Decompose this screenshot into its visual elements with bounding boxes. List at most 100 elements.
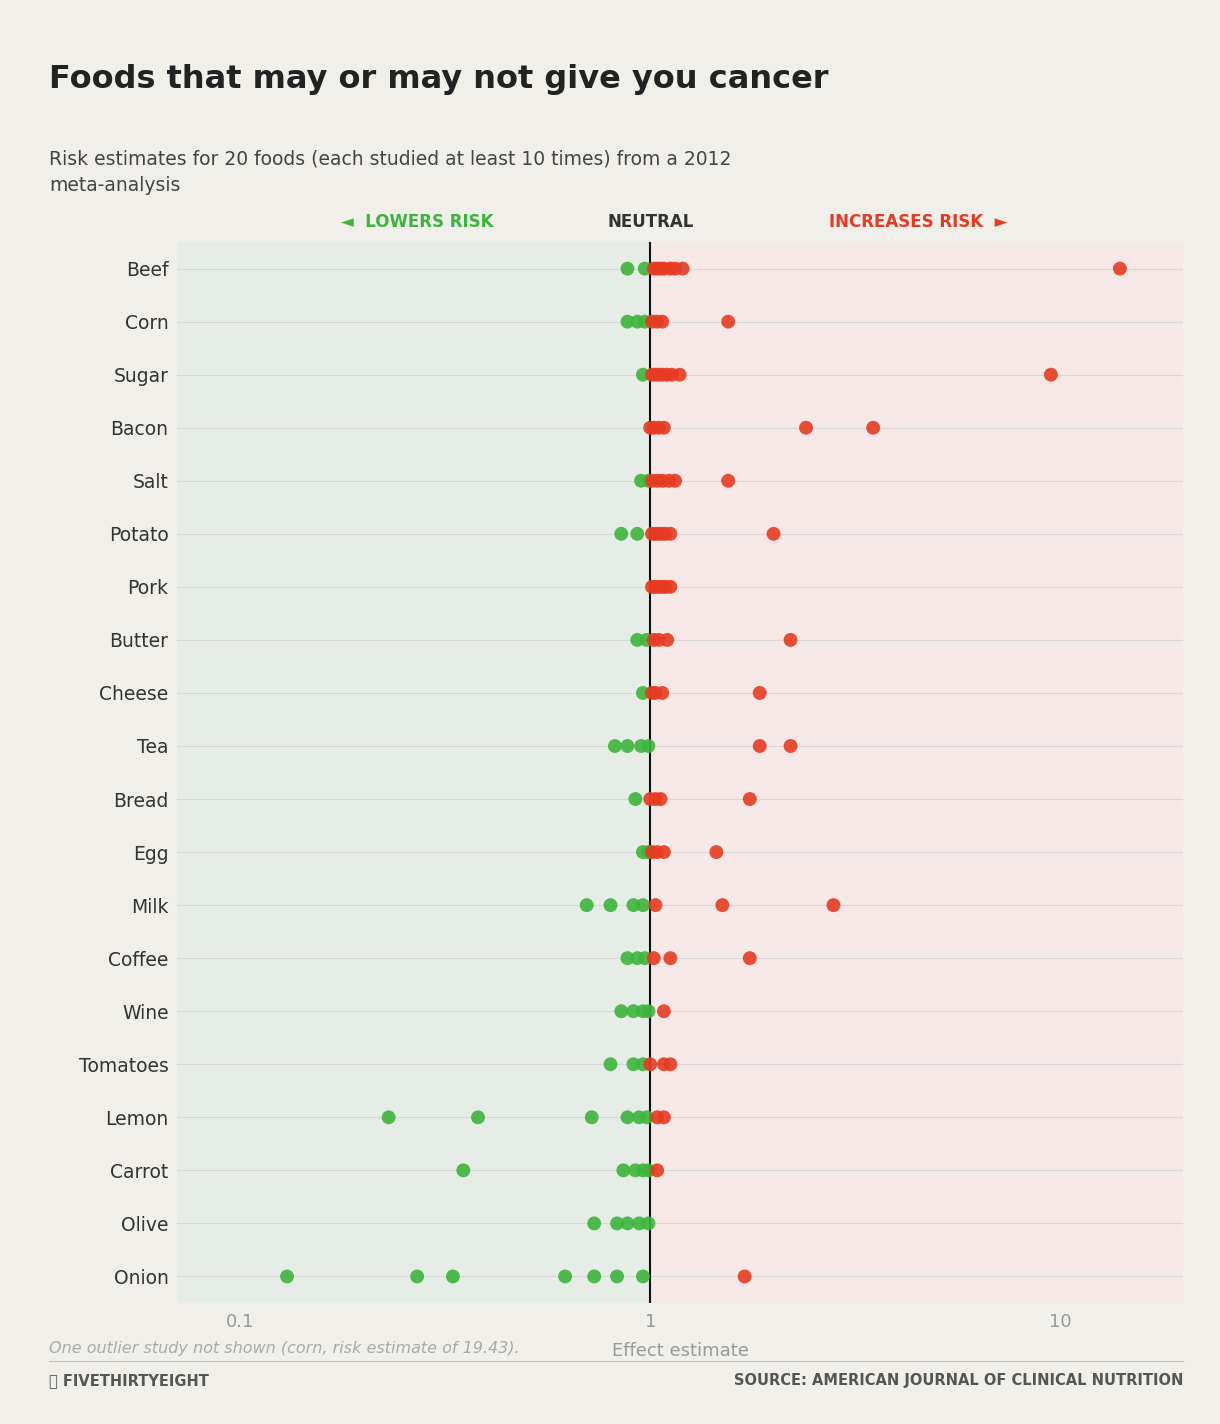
Point (626, 787, 645, 810)
Point (645, 575, 665, 598)
Point (636, 947, 655, 970)
Point (645, 363, 665, 386)
Point (658, 363, 677, 386)
Point (750, 682, 770, 705)
Point (611, 1000, 631, 1022)
Point (637, 1106, 656, 1129)
Point (654, 416, 673, 439)
Point (636, 258, 655, 281)
Point (633, 1052, 653, 1075)
Point (630, 1106, 649, 1129)
Point (741, 947, 760, 970)
Point (608, 1212, 627, 1235)
Point (584, 1212, 604, 1235)
Point (648, 840, 667, 863)
Point (648, 1159, 667, 1182)
Point (577, 894, 597, 917)
Point (633, 1000, 653, 1022)
Point (600, 894, 620, 917)
Point (797, 416, 816, 439)
Point (649, 416, 669, 439)
Point (617, 1106, 637, 1129)
Point (648, 310, 667, 333)
Point (654, 1052, 673, 1075)
Point (631, 470, 650, 493)
Point (649, 363, 669, 386)
Text: Foods that may or may not give you cancer: Foods that may or may not give you cance… (49, 64, 828, 95)
Point (670, 363, 689, 386)
Point (656, 523, 676, 545)
Point (706, 840, 726, 863)
Point (617, 310, 637, 333)
Point (654, 1000, 673, 1022)
Point (582, 1106, 601, 1129)
Text: NEUTRAL: NEUTRAL (608, 212, 693, 231)
Point (650, 258, 670, 281)
Point (636, 310, 655, 333)
Point (648, 258, 667, 281)
Point (673, 258, 693, 281)
Point (600, 1052, 620, 1075)
Point (764, 523, 783, 545)
Point (468, 1106, 488, 1129)
Point (638, 470, 658, 493)
Point (626, 1159, 645, 1182)
Point (623, 1000, 643, 1022)
Point (617, 735, 637, 758)
Point (1041, 363, 1060, 386)
Point (637, 628, 656, 651)
Text: One outlier study not shown (corn, risk estimate of 19.43).: One outlier study not shown (corn, risk … (49, 1341, 520, 1357)
Text: Ⓞ FIVETHIRTYEIGHT: Ⓞ FIVETHIRTYEIGHT (49, 1373, 209, 1388)
Point (781, 628, 800, 651)
Point (648, 1106, 667, 1129)
Point (1110, 258, 1130, 281)
Text: SOURCE: AMERICAN JOURNAL OF CLINICAL NUTRITION: SOURCE: AMERICAN JOURNAL OF CLINICAL NUT… (734, 1373, 1183, 1388)
Point (407, 1265, 427, 1287)
Point (660, 523, 680, 545)
Point (741, 787, 760, 810)
Point (623, 894, 643, 917)
Point (654, 1106, 673, 1129)
Point (627, 523, 647, 545)
Point (650, 787, 670, 810)
Point (660, 575, 680, 598)
Point (658, 628, 677, 651)
Point (653, 682, 672, 705)
Point (645, 787, 665, 810)
Point (660, 258, 680, 281)
Point (653, 523, 672, 545)
Point (653, 575, 672, 598)
Point (648, 470, 667, 493)
Point (638, 1000, 658, 1022)
Point (653, 470, 672, 493)
Point (644, 416, 664, 439)
Point (642, 523, 661, 545)
Point (633, 682, 653, 705)
Point (642, 470, 661, 493)
Point (627, 947, 647, 970)
Point (645, 682, 665, 705)
Point (781, 735, 800, 758)
Text: ◄  LOWERS RISK: ◄ LOWERS RISK (340, 212, 493, 231)
Bar (650, 242, 1183, 1303)
Text: INCREASES RISK  ►: INCREASES RISK ► (828, 212, 1006, 231)
Point (642, 363, 661, 386)
Point (660, 1052, 680, 1075)
Point (824, 894, 843, 917)
Point (644, 628, 664, 651)
Point (644, 258, 664, 281)
Bar (177, 242, 650, 1303)
Point (734, 1265, 754, 1287)
Point (638, 1159, 658, 1182)
Point (633, 894, 653, 917)
Point (640, 1052, 660, 1075)
Point (617, 258, 637, 281)
Point (631, 735, 650, 758)
Point (443, 1265, 462, 1287)
Point (633, 840, 653, 863)
Point (633, 1265, 653, 1287)
Point (649, 523, 669, 545)
Point (656, 575, 676, 598)
Point (644, 947, 664, 970)
Point (750, 735, 770, 758)
